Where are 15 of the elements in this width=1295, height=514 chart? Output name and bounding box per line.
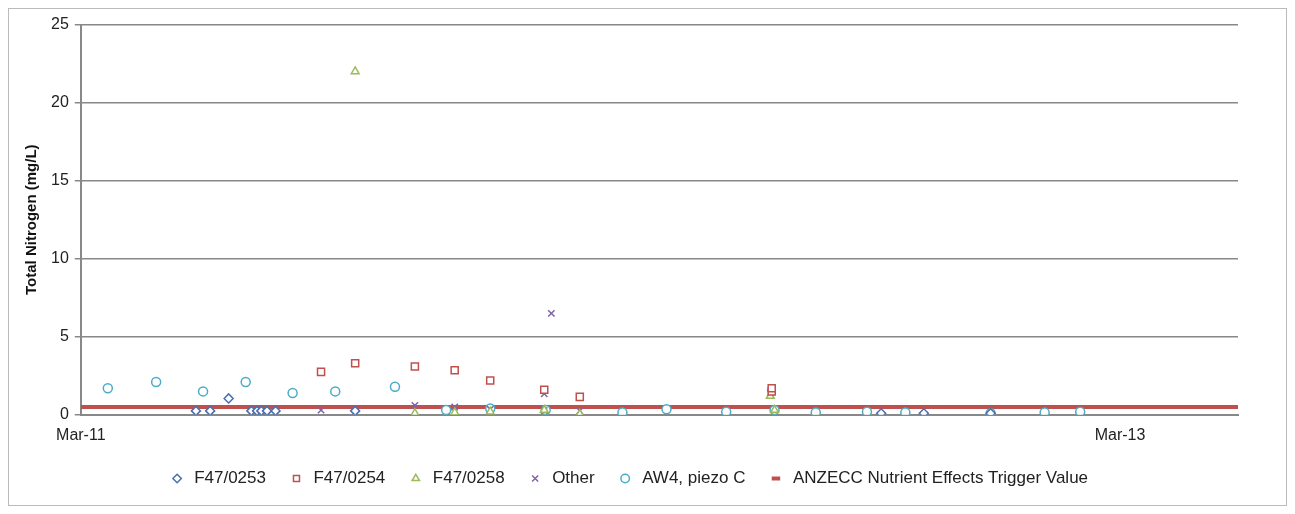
legend-label: F47/0253 — [194, 468, 266, 488]
y-tick-label: 0 — [59, 405, 69, 423]
x-tick-label: Mar-11 — [56, 425, 106, 443]
y-tick-label: 5 — [59, 327, 69, 345]
legend-label: ANZECC Nutrient Effects Trigger Value — [792, 468, 1089, 488]
y-axis-title: Total Nitrogen (mg/L) — [22, 144, 40, 295]
y-tick-label: 20 — [51, 93, 69, 111]
legend-label: AW4, piezo C — [642, 468, 746, 488]
y-tick-label: 25 — [51, 15, 69, 33]
legend-label: Other — [552, 468, 595, 488]
x-tick-label: Mar-13 — [1094, 425, 1146, 443]
legend-label: F47/0258 — [432, 468, 505, 488]
legend-label: F47/0254 — [313, 468, 386, 488]
y-tick-label: 15 — [51, 171, 69, 189]
y-tick-label: 10 — [51, 249, 69, 267]
